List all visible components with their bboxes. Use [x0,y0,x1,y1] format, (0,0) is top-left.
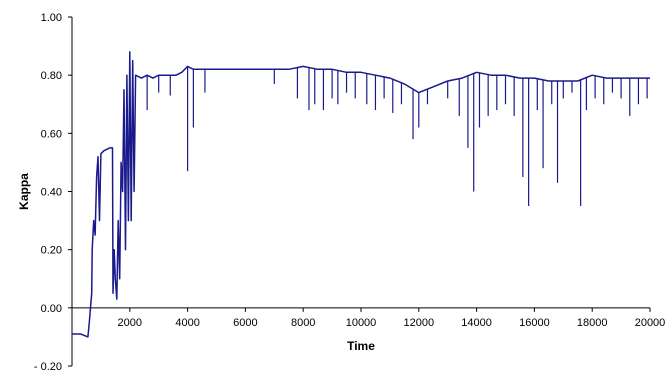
series-group [72,51,650,338]
y-tick-label: 0.00 [41,303,62,315]
x-tick-label: 2000 [118,317,142,329]
y-tick-label: 0.60 [41,128,62,140]
y-tick-label: 0.20 [41,245,62,257]
y-tick-label: 0.80 [41,70,62,82]
y-axis-title: Kappa [17,173,31,210]
x-tick-label: 12000 [404,317,435,329]
x-axis-title: Time [347,339,375,353]
y-tick-label: 0.40 [41,187,62,199]
axes [68,16,651,367]
x-tick-label: 4000 [175,317,199,329]
x-tick-label: 18000 [577,317,608,329]
x-tick-label: 10000 [346,317,377,329]
series-line [72,51,650,338]
x-tick-labels: 2000 4000 6000 8000 10000 12000 14000 16000 1800… [118,317,666,329]
x-tick-label: 6000 [233,317,257,329]
y-tick-label: - 0.20 [34,361,62,373]
y-tick-label: 1.00 [41,12,62,24]
x-tick-label: 20000 [635,317,666,329]
x-tick-label: 14000 [461,317,492,329]
x-tick-label: 8000 [291,317,315,329]
x-tick-label: 16000 [519,317,550,329]
y-tick-labels: - 0.20 0.00 0.20 0.40 0.60 0.80 1.00 [34,12,62,373]
